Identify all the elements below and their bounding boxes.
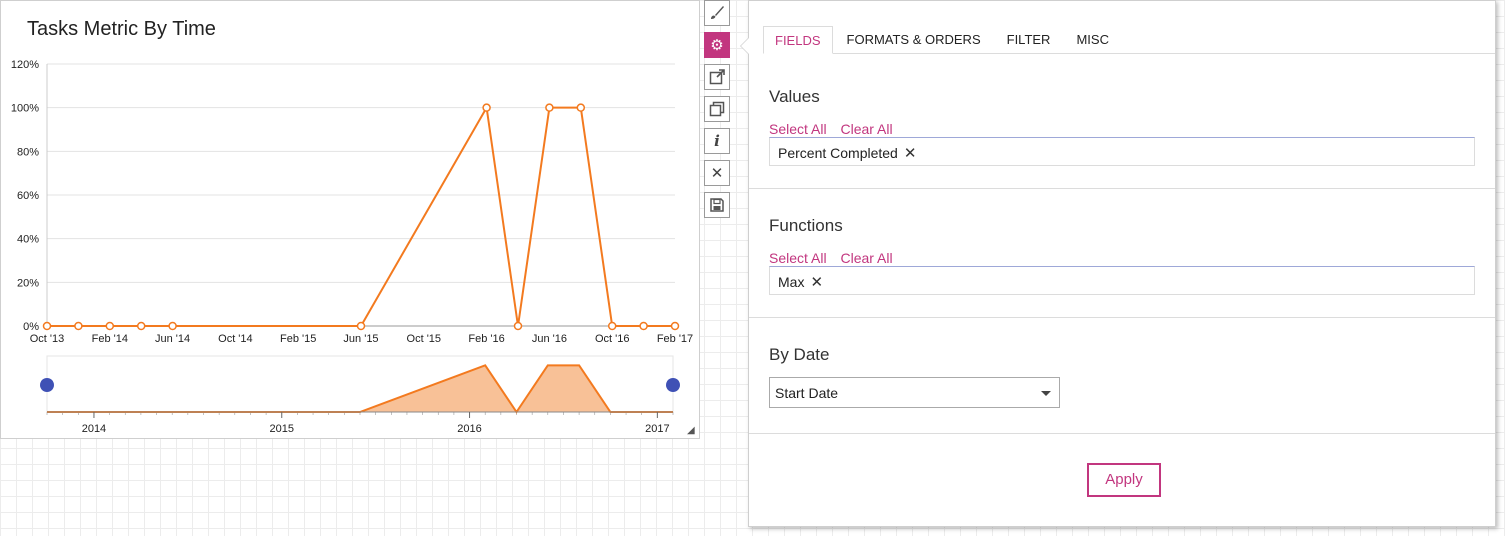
function-chip: Max ✕ [778, 273, 823, 291]
by-date-selected-value: Start Date [775, 385, 839, 401]
data-point [639, 321, 648, 331]
chevron-down-icon [1041, 391, 1051, 396]
function-chip-label: Max [778, 274, 805, 290]
data-point [576, 103, 586, 112]
y-tick-label: 100% [11, 103, 39, 115]
gear-icon[interactable]: ⚙ [704, 32, 730, 58]
x-tick-label: Feb '15 [280, 333, 316, 345]
line-chart: 0% 20% 40% 60% 80% 100% 120% Oct '13 Feb '14 Jun … [11, 59, 693, 435]
data-point [607, 321, 617, 331]
x-tick-label: Oct '13 [30, 333, 65, 345]
functions-section: Functions Select All Clear All Max ✕ [749, 188, 1495, 318]
values-section: Values Select All Clear All Percent Comp… [749, 53, 1495, 189]
navigator-left-handle[interactable] [40, 378, 54, 392]
close-icon[interactable]: ✕ [704, 160, 730, 186]
value-chip: Percent Completed ✕ [778, 144, 916, 162]
y-tick-label: 40% [17, 234, 39, 246]
values-clear-all-link[interactable]: Clear All [840, 121, 893, 137]
x-tick-label: Feb '17 [657, 333, 693, 345]
data-point [356, 321, 366, 331]
values-field-box[interactable]: Percent Completed ✕ [769, 137, 1475, 166]
y-tick-label: 120% [11, 59, 39, 71]
functions-links: Select All Clear All [769, 250, 903, 266]
chart-toolbar: ⚙ i ✕ [704, 0, 732, 224]
navigator-tick-label: 2015 [270, 423, 294, 435]
brush-icon[interactable] [704, 0, 730, 26]
panel-pointer [740, 37, 749, 55]
resize-grip-icon[interactable]: ◢ [687, 425, 695, 436]
by-date-title: By Date [769, 345, 830, 364]
data-point [105, 321, 115, 331]
functions-select-all-link[interactable]: Select All [769, 250, 827, 266]
tab-filter[interactable]: FILTER [1006, 32, 1051, 47]
data-point [670, 321, 680, 331]
values-title: Values [769, 87, 820, 106]
x-tick-label: Feb '14 [92, 333, 128, 345]
popout-icon[interactable] [704, 64, 730, 90]
navigator-right-handle[interactable] [666, 378, 680, 392]
tab-formats-orders[interactable]: FORMATS & ORDERS [846, 32, 981, 47]
x-tick-label: Feb '16 [468, 333, 504, 345]
by-date-section: By Date [749, 317, 1495, 434]
x-tick-label: Oct '14 [218, 333, 253, 345]
x-tick-label: Jun '16 [532, 333, 567, 345]
data-point [513, 321, 523, 331]
x-tick-label: Oct '15 [407, 333, 442, 345]
x-tick-label: Oct '16 [595, 333, 630, 345]
data-point [74, 321, 83, 331]
navigator-area [47, 365, 673, 412]
data-point [482, 103, 491, 112]
data-point [42, 321, 52, 331]
chart-card: Tasks Metric By Time 0% 20% 40% 60% 80% 100% 1… [0, 0, 700, 439]
data-point [168, 321, 177, 331]
settings-tabs: FIELDS FORMATS & ORDERS FILTER MISC [763, 26, 1495, 54]
navigator-tick-label: 2017 [645, 423, 669, 435]
functions-title: Functions [769, 216, 843, 235]
data-point [545, 103, 554, 112]
y-tick-label: 0% [23, 321, 39, 333]
navigator-tick-label: 2016 [457, 423, 481, 435]
value-chip-label: Percent Completed [778, 145, 898, 161]
y-tick-label: 80% [17, 146, 39, 158]
x-tick-label: Jun '14 [155, 333, 190, 345]
values-select-all-link[interactable]: Select All [769, 121, 827, 137]
y-tick-label: 60% [17, 190, 39, 202]
series-line [47, 104, 675, 327]
remove-function-icon[interactable]: ✕ [810, 274, 824, 291]
tab-fields[interactable]: FIELDS [763, 26, 833, 54]
duplicate-icon[interactable] [704, 96, 730, 122]
chart-title: Tasks Metric By Time [27, 18, 216, 40]
info-icon[interactable]: i [704, 128, 730, 154]
navigator-tick-label: 2014 [82, 423, 106, 435]
functions-clear-all-link[interactable]: Clear All [840, 250, 893, 266]
functions-field-box[interactable]: Max ✕ [769, 266, 1475, 295]
data-point [136, 321, 146, 331]
y-tick-label: 20% [17, 277, 39, 289]
apply-button[interactable]: Apply [1087, 463, 1161, 497]
x-tick-label: Jun '15 [343, 333, 378, 345]
remove-value-icon[interactable]: ✕ [903, 145, 917, 162]
values-links: Select All Clear All [769, 121, 903, 137]
tab-misc[interactable]: MISC [1076, 32, 1109, 47]
by-date-select[interactable]: Start Date [769, 377, 1060, 408]
save-icon[interactable] [704, 192, 730, 218]
settings-panel: FIELDS FORMATS & ORDERS FILTER MISC Valu… [740, 0, 1496, 527]
